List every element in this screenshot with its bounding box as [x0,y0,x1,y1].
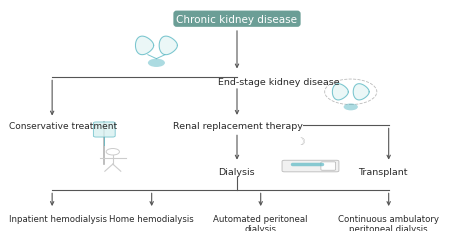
Text: Transplant: Transplant [358,168,407,176]
Circle shape [148,59,165,68]
Polygon shape [159,37,177,55]
Text: Automated peritoneal
dialysis: Automated peritoneal dialysis [213,214,308,231]
Polygon shape [332,84,348,100]
Text: Dialysis: Dialysis [218,168,255,176]
Text: Continuous ambulatory
peritoneal dialysis: Continuous ambulatory peritoneal dialysi… [338,214,439,231]
Text: Renal replacement therapy: Renal replacement therapy [173,122,303,130]
Text: Chronic kidney disease: Chronic kidney disease [176,15,298,25]
Text: End-stage kidney disease: End-stage kidney disease [218,78,340,86]
Text: Home hemodialysis: Home hemodialysis [109,214,194,223]
Text: ☽: ☽ [297,136,305,146]
Polygon shape [353,84,369,100]
FancyBboxPatch shape [282,161,339,172]
Text: Conservative treatment: Conservative treatment [9,122,118,130]
Circle shape [344,104,358,111]
Polygon shape [136,37,154,55]
FancyBboxPatch shape [321,162,336,170]
FancyBboxPatch shape [93,122,115,137]
Text: Inpatient hemodialysis: Inpatient hemodialysis [9,214,108,223]
